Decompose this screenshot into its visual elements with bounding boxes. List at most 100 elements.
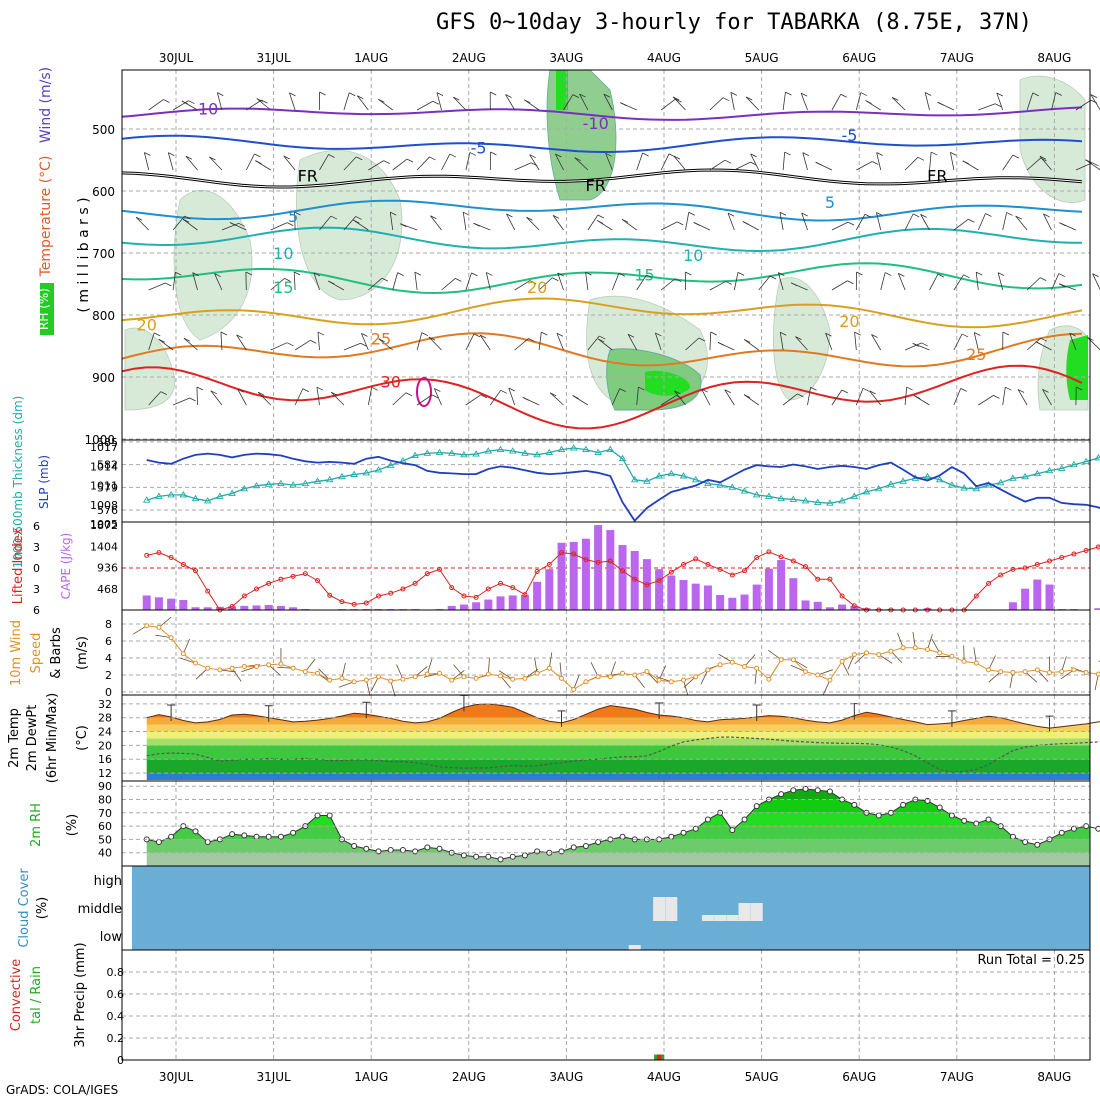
wind-barb bbox=[319, 154, 329, 171]
li-marker bbox=[851, 603, 857, 609]
wind-barb-flag bbox=[856, 271, 863, 276]
wind-barb-flag bbox=[620, 102, 627, 106]
li-tick: 3 bbox=[33, 541, 40, 554]
wind-barb-flag bbox=[1040, 337, 1047, 342]
wind-barb bbox=[416, 156, 430, 171]
contour-label: FR bbox=[298, 167, 318, 186]
wind-barb bbox=[685, 337, 700, 351]
wind-barb-flag bbox=[144, 152, 151, 156]
wind-barb bbox=[743, 394, 759, 406]
wind-barb-flag bbox=[236, 334, 243, 339]
wind-barb-flag bbox=[802, 152, 809, 156]
wind-barb bbox=[524, 99, 540, 111]
rh-band bbox=[146, 839, 1090, 853]
wind-barb bbox=[485, 272, 491, 291]
cloud-tick: low bbox=[100, 930, 123, 945]
wind-barb bbox=[414, 272, 418, 291]
cape-li-frame bbox=[121, 521, 1091, 611]
rh-tick: 90 bbox=[98, 780, 112, 793]
wind-barb-flag bbox=[428, 336, 436, 341]
wind-barb bbox=[465, 394, 481, 406]
wind-barb bbox=[807, 387, 811, 406]
date-label-top: 2AUG bbox=[452, 51, 486, 65]
isotherm-line bbox=[121, 134, 1083, 154]
wind-barb-flag bbox=[724, 389, 731, 394]
wind-barb bbox=[416, 394, 433, 406]
wind-barb-flag bbox=[436, 92, 444, 96]
wind-barb-flag bbox=[913, 395, 921, 399]
cape-bar bbox=[533, 581, 542, 610]
wind-barb bbox=[800, 93, 808, 111]
rh-marker bbox=[900, 801, 907, 808]
wind-barb bbox=[674, 390, 686, 406]
wind10-barb bbox=[793, 659, 808, 669]
wind-barb bbox=[1092, 273, 1100, 291]
thickness-marker bbox=[533, 450, 541, 458]
wind10-barb bbox=[524, 668, 539, 679]
wind-barb-flag bbox=[257, 391, 265, 396]
wind10-barb bbox=[656, 676, 672, 683]
wind-barb-flag bbox=[876, 212, 883, 216]
thickness-marker bbox=[362, 469, 371, 476]
wind-barb bbox=[368, 160, 384, 171]
rh-marker bbox=[1070, 825, 1077, 832]
wind10-barb bbox=[700, 669, 709, 685]
wind-barb bbox=[1026, 92, 1034, 111]
wind-barb bbox=[673, 155, 686, 171]
wind-barb bbox=[514, 162, 532, 171]
wind-barb-flag bbox=[313, 272, 321, 277]
rh-marker bbox=[948, 812, 955, 819]
wind-barb bbox=[172, 100, 189, 111]
rh-marker bbox=[704, 816, 711, 823]
precip-axis-label: 3hr Precip (mm) bbox=[73, 942, 88, 1047]
wind10-barb bbox=[822, 679, 831, 695]
contour-label: 30 bbox=[381, 372, 401, 391]
wind-barb-flag bbox=[673, 155, 681, 160]
wind10-marker bbox=[1071, 667, 1077, 673]
wind-barb bbox=[758, 275, 771, 291]
cape-bar bbox=[276, 605, 285, 610]
li-marker bbox=[717, 566, 723, 572]
wind10-barb bbox=[790, 664, 806, 672]
wind-barb-flag bbox=[490, 151, 497, 156]
wind-barb bbox=[709, 281, 726, 291]
isotherm-line bbox=[121, 297, 1083, 329]
wind-barb-flag bbox=[797, 393, 804, 398]
li-marker bbox=[241, 593, 247, 599]
wind10-marker bbox=[388, 678, 394, 684]
thickness-marker bbox=[1057, 464, 1066, 471]
wind-barb-flag bbox=[353, 219, 360, 224]
wind-barb bbox=[782, 152, 786, 171]
cape-bar bbox=[581, 538, 590, 610]
rh-marker bbox=[363, 845, 370, 852]
wind-barb-flag bbox=[597, 338, 605, 343]
rh-marker bbox=[814, 787, 821, 794]
wind10-barb bbox=[988, 671, 1001, 683]
wind10-barb bbox=[590, 662, 599, 677]
wind-barb-flag bbox=[912, 343, 919, 347]
cape-tick: 1872 bbox=[90, 519, 118, 532]
wind-barb bbox=[172, 397, 190, 406]
wind-barb bbox=[855, 214, 866, 231]
rh2m-axis-label: 2m RH bbox=[29, 803, 44, 847]
wind10-barb bbox=[854, 652, 867, 665]
wind-barb bbox=[270, 222, 288, 231]
li-tick: 3 bbox=[33, 583, 40, 596]
cloud-middle-block bbox=[714, 915, 727, 921]
wind-barb-flag bbox=[255, 160, 262, 164]
wind-barb bbox=[245, 153, 255, 171]
wind-barb-flag bbox=[529, 154, 536, 159]
wind10-marker bbox=[315, 670, 321, 676]
wind-barb bbox=[526, 216, 540, 231]
wind-barb bbox=[378, 338, 393, 351]
rh-marker bbox=[399, 847, 406, 854]
wind-barb bbox=[294, 339, 311, 351]
chart-title: GFS 0~10day 3-hourly for TABARKA (8.75E,… bbox=[436, 10, 1033, 35]
pressure-tick: 700 bbox=[92, 247, 115, 261]
wind-barb bbox=[709, 97, 724, 111]
wind10-barb bbox=[1024, 671, 1038, 683]
wind10-marker bbox=[632, 672, 638, 678]
li-marker bbox=[144, 552, 150, 558]
wind10-barb bbox=[451, 670, 465, 681]
wind10-barb bbox=[338, 681, 355, 688]
